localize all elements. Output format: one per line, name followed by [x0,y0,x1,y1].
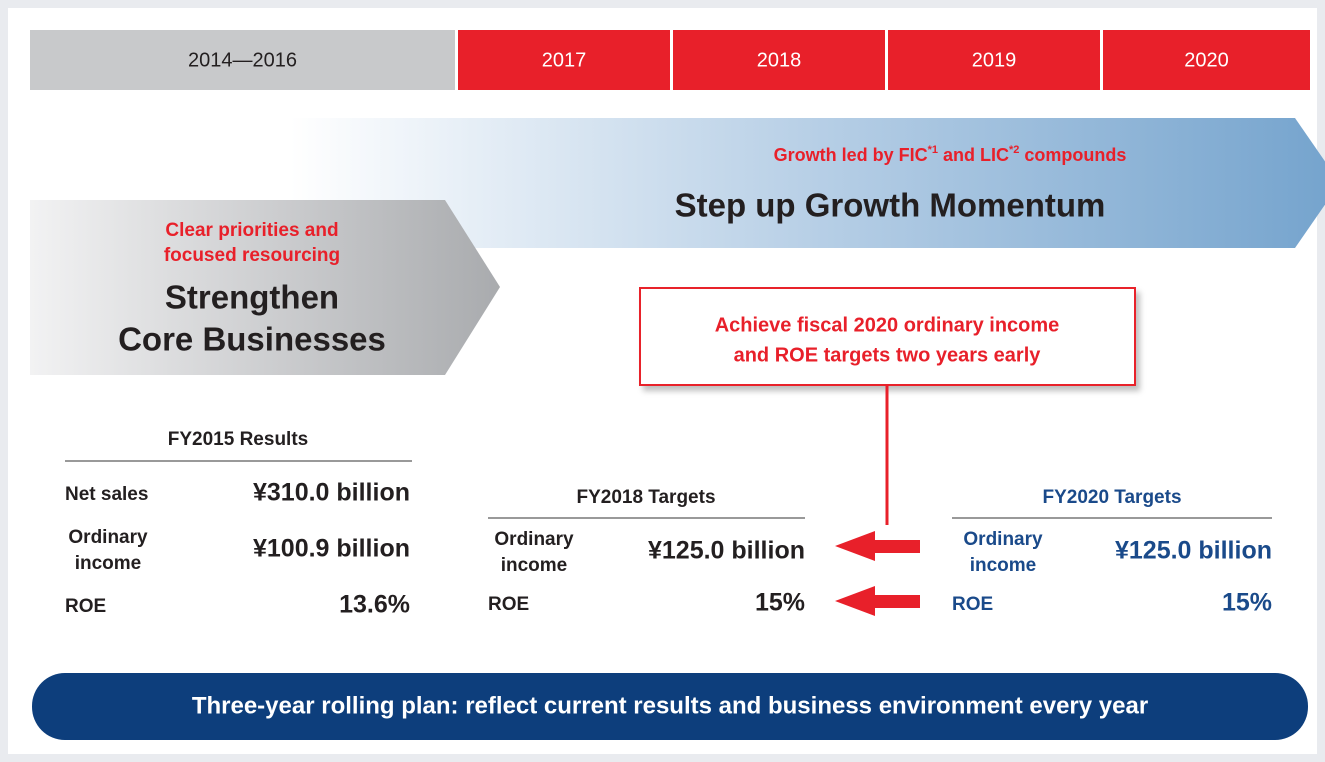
table-title: FY2018 Targets [576,487,715,508]
row-label: ROE [65,596,106,617]
row-value: 15% [755,589,805,617]
row-label: ROE [952,594,993,615]
arrow-head [835,531,875,561]
timeline-cell [888,30,1100,90]
timeline-cell [1103,30,1310,90]
row-value: ¥125.0 billion [1115,537,1272,565]
timeline-cell [30,30,455,90]
arrow-shaft [873,595,920,608]
row-label: income [970,555,1037,576]
row-value: ¥100.9 billion [253,535,410,563]
row-label: income [501,555,568,576]
row-label: ROE [488,594,529,615]
row-label: Net sales [65,484,148,505]
core-note: Clear priorities and [165,220,338,241]
note-part: Growth led by FIC [774,145,928,165]
core-title: Core Businesses [118,321,386,358]
table-title: FY2020 Targets [1042,487,1181,508]
timeline-label: 2014—2016 [188,49,297,71]
arrow-shaft [873,540,920,553]
core-title: Strengthen [165,279,339,316]
timeline-label: 2017 [542,49,587,71]
core-note: focused resourcing [164,245,340,266]
note-sup: *2 [1009,144,1019,156]
row-value: ¥125.0 billion [648,537,805,565]
footer-banner [32,673,1308,740]
callout-text: Achieve fiscal 2020 ordinary income [715,314,1060,336]
timeline-label: 2020 [1184,49,1229,71]
timeline-label: 2019 [972,49,1017,71]
growth-note: Growth led by FIC*1 and LIC*2 compounds [774,144,1127,165]
row-value: 15% [1222,589,1272,617]
row-value: ¥310.0 billion [253,479,410,507]
callout-box [639,287,1136,386]
timeline-cell [673,30,885,90]
note-part: and LIC [938,145,1009,165]
footer-text: Three-year rolling plan: reflect current… [192,692,1148,719]
arrows [835,531,920,616]
note-sup: *1 [928,144,938,156]
arrow-head [835,586,875,616]
row-label: Ordinary [494,529,574,550]
note-part: compounds [1019,145,1126,165]
callout-text: and ROE targets two years early [734,344,1042,366]
table-title: FY2015 Results [168,429,308,450]
growth-arrow [290,118,1325,248]
row-label: Ordinary [68,527,148,548]
growth-title: Step up Growth Momentum [675,187,1106,224]
row-label: income [75,553,142,574]
timeline-label: 2018 [757,49,802,71]
row-value: 13.6% [339,591,410,619]
core-arrow [30,200,500,375]
timeline-cell [458,30,670,90]
row-label: Ordinary [963,529,1043,550]
